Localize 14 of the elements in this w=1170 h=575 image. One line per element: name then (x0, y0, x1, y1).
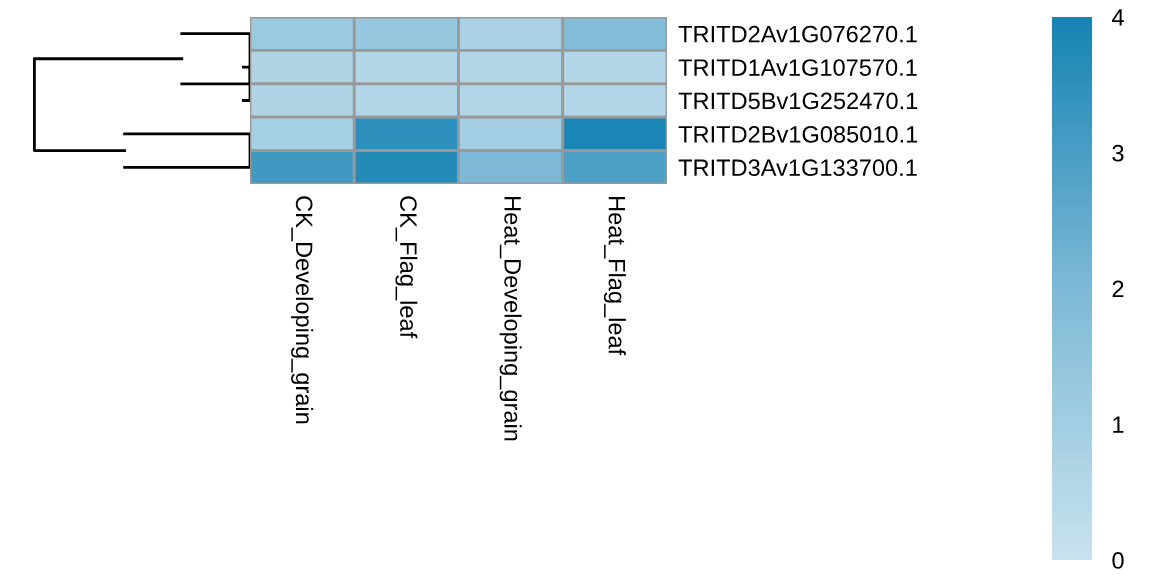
y-tick-label: TRITD3Av1G133700.1 (678, 159, 917, 177)
x-tick-label: Heat_Flag_leaf (603, 197, 626, 356)
color-bar-label: 4 (1111, 9, 1124, 26)
x-tick-label: Heat_Developing_grain (499, 197, 522, 441)
color-bar-label: 1 (1113, 416, 1124, 433)
y-tick-label: TRITD2Bv1G085010.1 (678, 125, 918, 143)
x-tick-label: CK_Flag_leaf (395, 196, 418, 339)
y-tick-label: TRITD1Av1G107570.1 (678, 59, 917, 76)
color-bar-label: 2 (1112, 280, 1124, 298)
x-tick-label: CK_Developing_grain (291, 196, 314, 424)
y-tick-label: TRITD5Bv1G252470.1 (678, 92, 918, 110)
y-tick-label: TRITD2Av1G076270.1 (678, 25, 917, 43)
color-bar-label: 0 (1112, 552, 1124, 569)
color-bar-label: 3 (1112, 144, 1124, 162)
